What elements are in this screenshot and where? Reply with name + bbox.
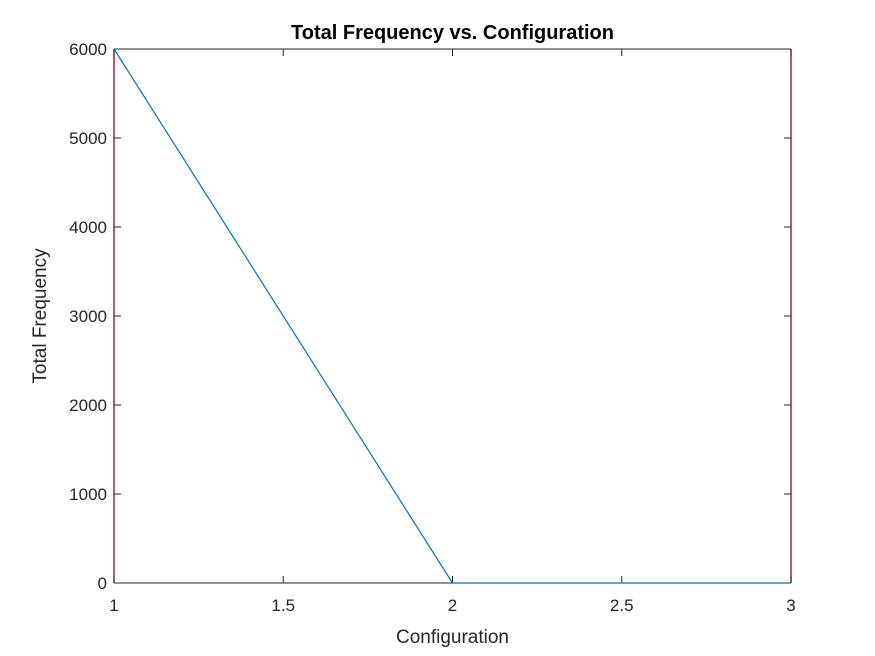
x-tick-label: 3 [786, 596, 795, 615]
series-line [113, 48, 791, 584]
y-tick-label: 3000 [69, 307, 107, 326]
y-tick-label: 4000 [69, 218, 107, 237]
x-axis-label: Configuration [396, 627, 509, 648]
y-tick-label: 6000 [69, 40, 107, 59]
y-tick-label: 0 [98, 574, 107, 593]
y-tick-label: 5000 [69, 129, 107, 148]
x-tick-label: 2 [448, 596, 457, 615]
chart-title: Total Frequency vs. Configuration [291, 22, 614, 44]
y-tick-label: 2000 [69, 396, 107, 415]
x-tick-label: 1.5 [271, 596, 295, 615]
y-axis-label: Total Frequency [30, 248, 51, 384]
y-tick-label: 1000 [69, 485, 107, 504]
axes [113, 48, 792, 584]
x-tick-label: 2.5 [610, 596, 634, 615]
x-tick-label: 1 [109, 596, 118, 615]
